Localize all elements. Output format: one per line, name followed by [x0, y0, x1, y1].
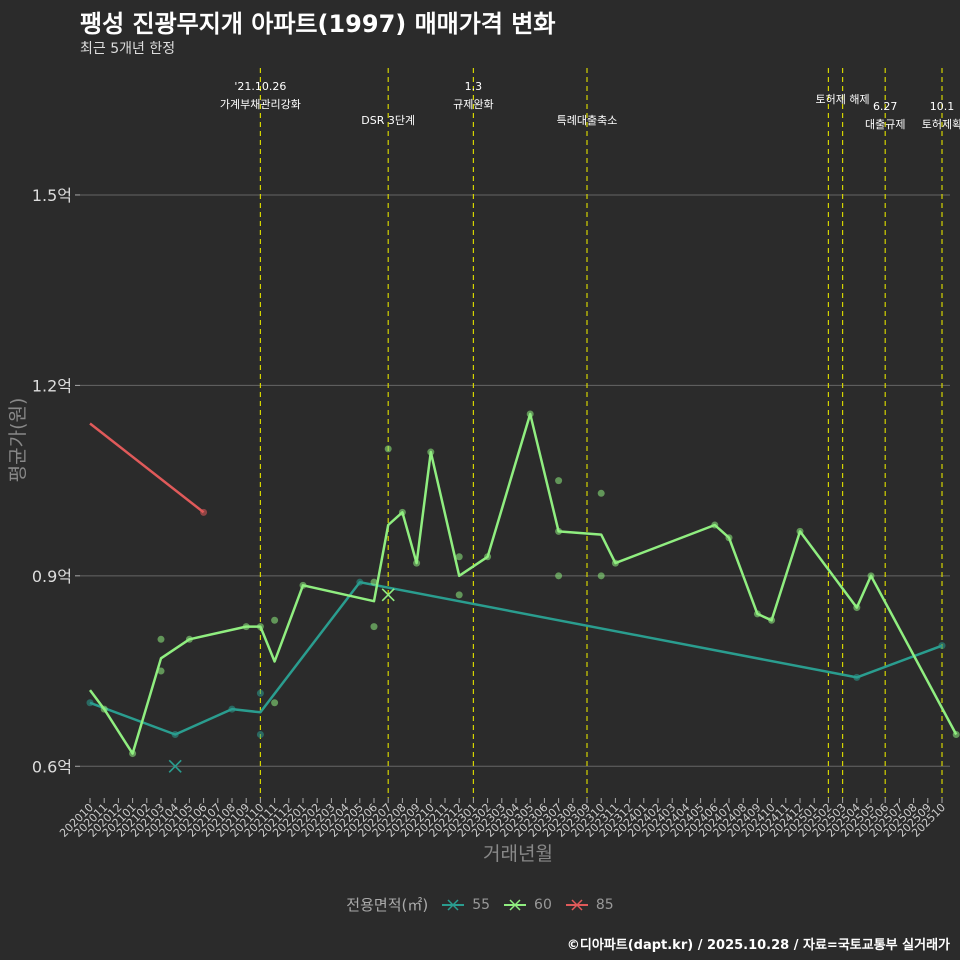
data-point-60 — [271, 616, 279, 624]
data-point-85 — [200, 508, 208, 516]
data-point-55 — [938, 642, 946, 650]
legend-item-60[interactable]: 60 — [502, 897, 552, 913]
data-point-60 — [427, 448, 435, 456]
data-point-55 — [256, 689, 264, 697]
x-axis-ticks: 2020102020112020122021012021022021032021… — [57, 798, 948, 840]
data-point-60 — [853, 604, 861, 612]
data-point-55 — [171, 731, 179, 739]
data-point-55 — [853, 673, 861, 681]
data-point-60 — [185, 635, 193, 643]
y-axis-ticks: 0.6억 0.9억 1.2억 1.5억 — [32, 186, 80, 776]
chart-subtitle: 최근 5개년 한정 — [80, 41, 176, 57]
data-point-60 — [157, 635, 165, 643]
legend-title: 전용면적(㎡) — [346, 896, 429, 914]
cross-marker-55 — [168, 759, 182, 773]
source-caption: ©디아파트(dapt.kr) / 2025.10.28 / 자료=국토교통부 실… — [566, 938, 950, 953]
y-tick-label: 1.2억 — [32, 376, 72, 395]
data-point-55 — [86, 699, 94, 707]
data-point-60 — [597, 489, 605, 497]
legend-item-85[interactable]: 85 — [564, 897, 614, 913]
data-point-60 — [768, 616, 776, 624]
data-point-60 — [370, 578, 378, 586]
x-axis-label: 거래년월 — [483, 843, 553, 865]
data-point-60 — [100, 705, 108, 713]
data-point-60 — [370, 623, 378, 631]
y-tick-label: 0.6억 — [32, 757, 72, 776]
legend-item-55[interactable]: 55 — [440, 897, 490, 913]
data-point-60 — [455, 553, 463, 561]
data-point-60 — [555, 527, 563, 535]
legend-key-85 — [565, 898, 588, 911]
data-point-60 — [242, 623, 250, 631]
series-lines — [86, 410, 960, 773]
data-point-60 — [157, 667, 165, 675]
chart-title: 팽성 진광무지개 아파트(1997) 매매가격 변화 — [80, 10, 556, 38]
data-point-60 — [952, 731, 960, 739]
event-label: 대출규제 — [865, 118, 905, 131]
data-point-60 — [555, 572, 563, 580]
event-label: 10.1 — [930, 100, 955, 113]
event-label: 토허제확 — [922, 118, 960, 131]
event-label: 특례대출축소 — [557, 114, 618, 127]
event-label: DSR 3단계 — [361, 114, 415, 127]
legend-key-60 — [504, 898, 527, 911]
series-line-60 — [88, 412, 958, 755]
data-point-55 — [256, 731, 264, 739]
data-point-60 — [455, 591, 463, 599]
legend-label-55: 55 — [472, 896, 491, 913]
data-point-60 — [271, 699, 279, 707]
data-point-60 — [484, 553, 492, 561]
legend-label-60: 60 — [534, 896, 552, 913]
data-point-55 — [228, 705, 236, 713]
data-point-60 — [129, 750, 137, 758]
data-point-60 — [611, 559, 619, 567]
data-point-60 — [555, 477, 563, 485]
event-label: 규제완화 — [453, 98, 493, 111]
series-line-55 — [89, 580, 943, 736]
data-point-60 — [256, 623, 264, 631]
legend: 전용면적(㎡) 55 60 85 — [0, 894, 960, 915]
event-label: 가계부채관리강화 — [220, 98, 301, 111]
data-point-60 — [597, 572, 605, 580]
data-point-60 — [867, 572, 875, 580]
data-point-55 — [356, 578, 364, 586]
data-point-60 — [398, 508, 406, 516]
data-point-60 — [753, 610, 761, 618]
data-point-60 — [384, 445, 392, 453]
event-label: 토허제 해제 — [816, 92, 870, 106]
data-point-60 — [299, 581, 307, 589]
y-axis-label: 평균가(원) — [7, 398, 29, 483]
data-point-60 — [413, 559, 421, 567]
y-tick-label: 1.5억 — [32, 186, 72, 205]
data-point-60 — [711, 521, 719, 529]
data-point-60 — [796, 527, 804, 535]
series-line-85 — [89, 422, 205, 514]
legend-key-55 — [442, 898, 465, 911]
event-label: 1.3 — [465, 80, 483, 93]
y-tick-label: 0.9억 — [32, 567, 72, 586]
data-point-60 — [526, 410, 534, 418]
event-label: '21.10.26 — [234, 80, 286, 93]
cross-marker-60 — [381, 588, 395, 602]
data-point-60 — [725, 534, 733, 542]
event-label: 6.27 — [873, 100, 898, 113]
grid-lines — [80, 194, 950, 767]
legend-label-85: 85 — [595, 896, 614, 913]
